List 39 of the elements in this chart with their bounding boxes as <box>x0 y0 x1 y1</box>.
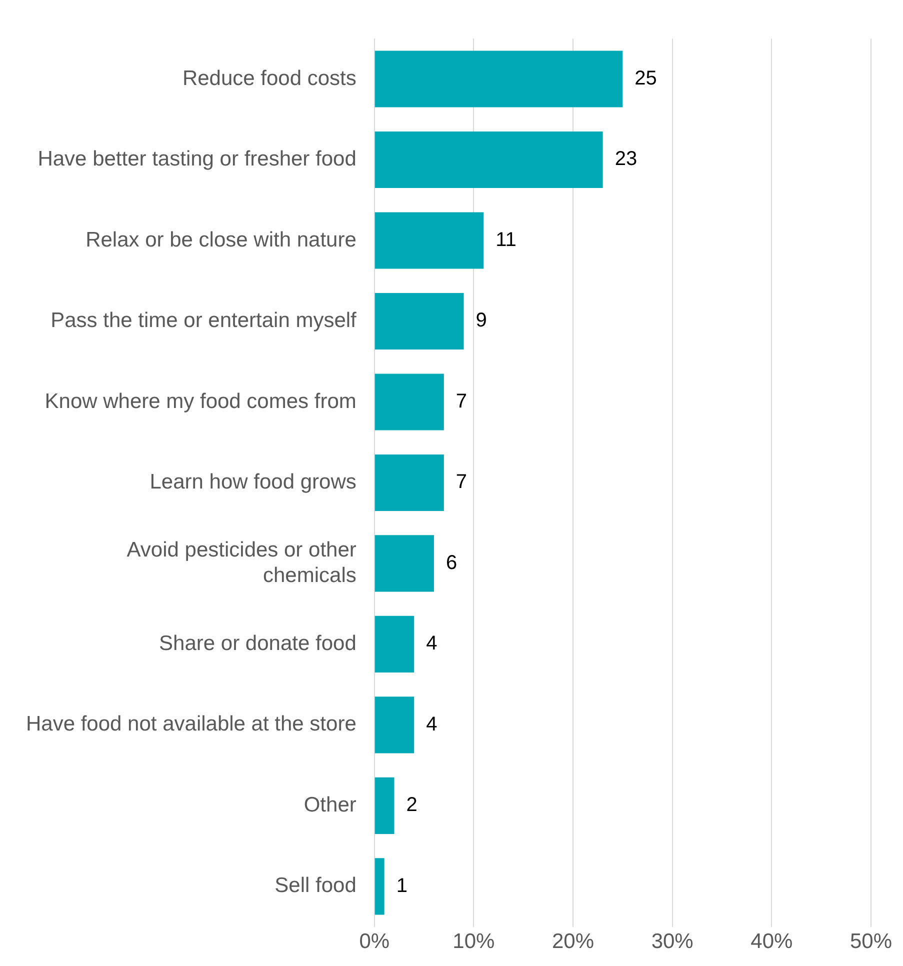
x-tick-label: 10% <box>452 930 495 954</box>
y-tick-label: Learn how food grows <box>150 470 356 494</box>
x-tick-label: 40% <box>750 930 793 954</box>
bar <box>374 696 414 754</box>
data-label: 6 <box>446 552 458 574</box>
y-tick-label: Relax or be close with nature <box>86 228 356 252</box>
bar <box>374 292 464 350</box>
x-tick-label: 30% <box>651 930 694 954</box>
data-label: 7 <box>456 390 468 412</box>
x-tick-label: 50% <box>850 930 892 954</box>
data-label: 25 <box>634 67 657 90</box>
bar <box>374 50 623 108</box>
x-tick-label: 0% <box>359 930 390 954</box>
data-label: 7 <box>456 471 468 494</box>
y-tick-label: Avoid pesticides or other chemicals <box>126 538 356 587</box>
data-label: 4 <box>426 713 438 736</box>
data-label: 1 <box>396 874 408 897</box>
bar <box>374 374 444 430</box>
bar <box>374 454 444 511</box>
bar <box>374 777 394 834</box>
y-tick-label: Share or donate food <box>159 632 356 655</box>
x-tick-label: 20% <box>552 930 594 954</box>
bar <box>374 858 384 915</box>
bar <box>374 535 434 592</box>
y-tick-label: Reduce food costs <box>182 66 356 90</box>
data-label: 9 <box>476 310 487 332</box>
y-tick-label: Know where my food comes from <box>44 390 356 413</box>
y-tick-label: Have better tasting or fresher food <box>38 148 356 171</box>
bar <box>374 212 484 269</box>
data-label: 2 <box>406 794 418 816</box>
y-tick-label: Pass the time or entertain myself <box>50 309 357 332</box>
y-tick-label: Sell food <box>274 874 356 898</box>
y-tick-label: Other <box>304 793 356 816</box>
bar <box>374 616 414 672</box>
data-label: 23 <box>614 148 638 170</box>
data-label: 11 <box>496 228 516 251</box>
data-label: 4 <box>426 632 438 655</box>
y-tick-label: Have food not available at the store <box>26 712 356 736</box>
bar <box>374 131 603 188</box>
